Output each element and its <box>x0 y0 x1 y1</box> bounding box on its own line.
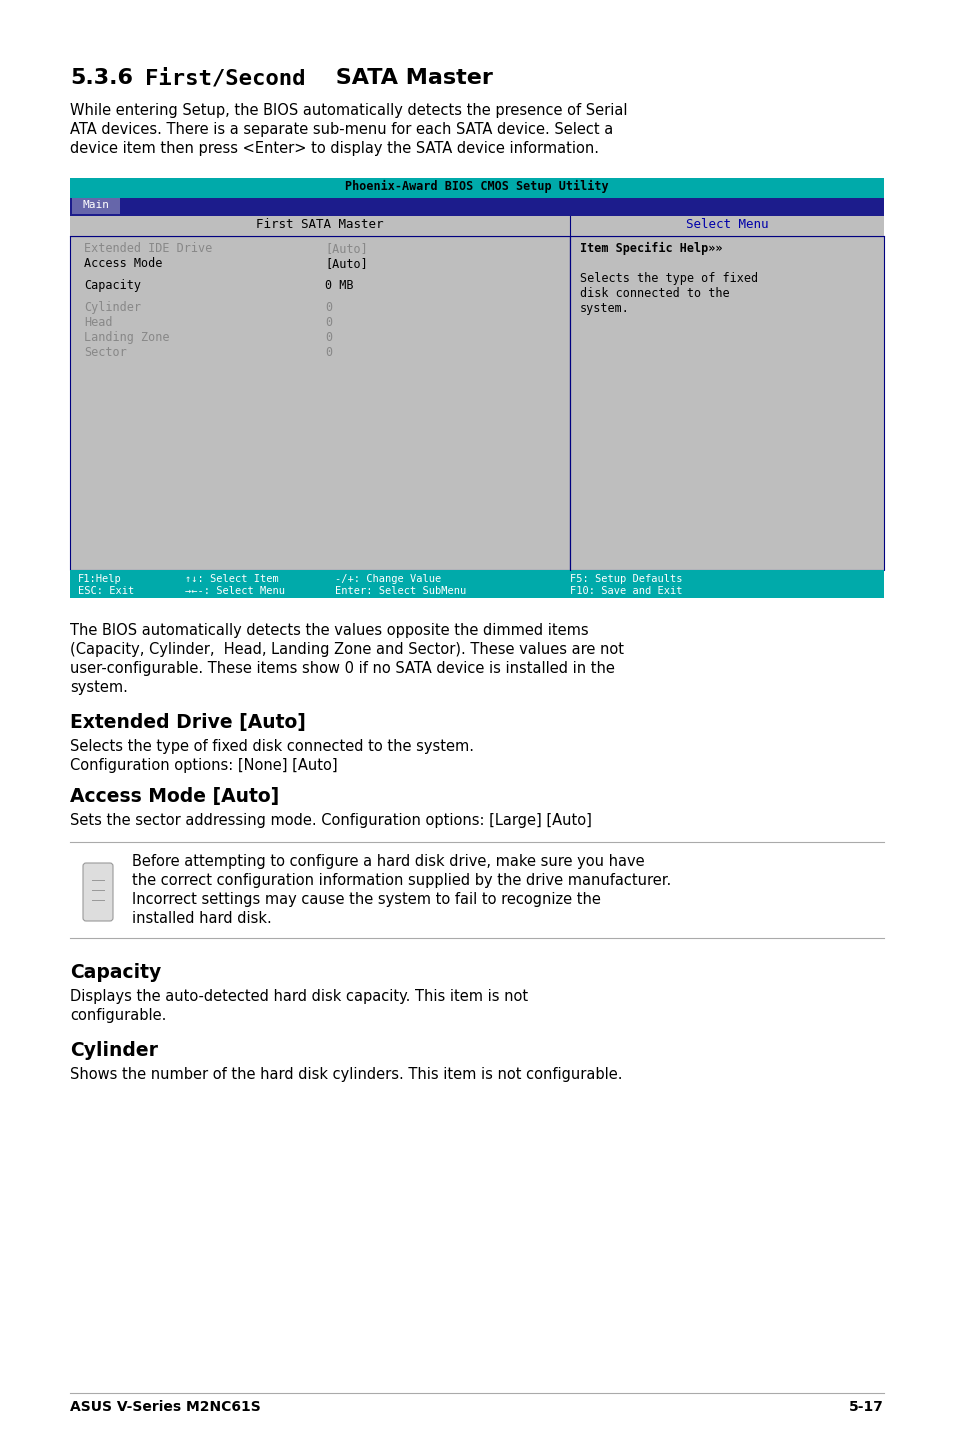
Text: Sector: Sector <box>84 347 127 360</box>
Text: Access Mode [Auto]: Access Mode [Auto] <box>70 787 279 807</box>
Text: ↑↓: Select Item: ↑↓: Select Item <box>185 574 278 584</box>
Text: Cylinder: Cylinder <box>84 301 141 313</box>
Text: Enter: Select SubMenu: Enter: Select SubMenu <box>335 587 466 595</box>
Bar <box>70 178 883 198</box>
Text: Selects the type of fixed: Selects the type of fixed <box>579 272 758 285</box>
Text: Before attempting to configure a hard disk drive, make sure you have: Before attempting to configure a hard di… <box>132 854 644 869</box>
Text: While entering Setup, the BIOS automatically detects the presence of Serial: While entering Setup, the BIOS automatic… <box>70 104 627 118</box>
Text: (Capacity, Cylinder,  Head, Landing Zone and Sector). These values are not: (Capacity, Cylinder, Head, Landing Zone … <box>70 641 623 657</box>
Text: installed hard disk.: installed hard disk. <box>132 912 272 926</box>
Text: Phoenix-Award BIOS CMOS Setup Utility: Phoenix-Award BIOS CMOS Setup Utility <box>345 180 608 193</box>
Text: Head: Head <box>84 316 112 329</box>
Text: 0: 0 <box>325 347 332 360</box>
Bar <box>70 216 883 236</box>
Text: →←-: Select Menu: →←-: Select Menu <box>185 587 285 595</box>
Text: -/+: Change Value: -/+: Change Value <box>335 574 441 584</box>
Text: Extended IDE Drive: Extended IDE Drive <box>84 242 212 255</box>
Text: 5.3.6: 5.3.6 <box>70 68 132 88</box>
Text: Cylinder: Cylinder <box>70 1041 158 1060</box>
Text: 0: 0 <box>325 316 332 329</box>
FancyBboxPatch shape <box>83 863 112 920</box>
Text: Capacity: Capacity <box>70 963 161 982</box>
Text: [Auto]: [Auto] <box>325 242 367 255</box>
Text: F10: Save and Exit: F10: Save and Exit <box>569 587 681 595</box>
Text: Capacity: Capacity <box>84 279 141 292</box>
Text: 0 MB: 0 MB <box>325 279 354 292</box>
Text: First SATA Master: First SATA Master <box>256 219 383 232</box>
Text: Shows the number of the hard disk cylinders. This item is not configurable.: Shows the number of the hard disk cylind… <box>70 1067 622 1081</box>
Text: the correct configuration information supplied by the drive manufacturer.: the correct configuration information su… <box>132 873 671 889</box>
Text: ATA devices. There is a separate sub-menu for each SATA device. Select a: ATA devices. There is a separate sub-men… <box>70 122 613 137</box>
Text: 0: 0 <box>325 301 332 313</box>
Text: 5-17: 5-17 <box>848 1401 883 1414</box>
Text: ESC: Exit: ESC: Exit <box>78 587 134 595</box>
Text: Item Specific Help»»: Item Specific Help»» <box>579 242 721 255</box>
Text: 0: 0 <box>325 331 332 344</box>
Text: Displays the auto-detected hard disk capacity. This item is not: Displays the auto-detected hard disk cap… <box>70 989 528 1004</box>
Text: Selects the type of fixed disk connected to the system.: Selects the type of fixed disk connected… <box>70 739 474 754</box>
Text: system.: system. <box>579 302 629 315</box>
Text: ASUS V-Series M2NC61S: ASUS V-Series M2NC61S <box>70 1401 260 1414</box>
Text: Access Mode: Access Mode <box>84 257 162 270</box>
Bar <box>70 198 883 216</box>
Text: The BIOS automatically detects the values opposite the dimmed items: The BIOS automatically detects the value… <box>70 623 588 638</box>
Bar <box>70 569 883 598</box>
Text: disk connected to the: disk connected to the <box>579 288 729 301</box>
Text: Incorrect settings may cause the system to fail to recognize the: Incorrect settings may cause the system … <box>132 892 600 907</box>
Text: SATA Master: SATA Master <box>328 68 493 88</box>
Text: Configuration options: [None] [Auto]: Configuration options: [None] [Auto] <box>70 758 337 774</box>
Text: configurable.: configurable. <box>70 1008 166 1022</box>
Text: [Auto]: [Auto] <box>325 257 367 270</box>
Bar <box>569 236 883 569</box>
Bar <box>70 236 569 569</box>
Text: F5: Setup Defaults: F5: Setup Defaults <box>569 574 681 584</box>
Text: system.: system. <box>70 680 128 695</box>
Text: user-configurable. These items show 0 if no SATA device is installed in the: user-configurable. These items show 0 if… <box>70 661 615 676</box>
Text: Main: Main <box>82 200 110 210</box>
Text: First/Second: First/Second <box>145 68 305 88</box>
Bar <box>71 198 120 214</box>
Text: Landing Zone: Landing Zone <box>84 331 170 344</box>
Text: device item then press <Enter> to display the SATA device information.: device item then press <Enter> to displa… <box>70 141 598 155</box>
Text: F1:Help: F1:Help <box>78 574 122 584</box>
Text: Sets the sector addressing mode. Configuration options: [Large] [Auto]: Sets the sector addressing mode. Configu… <box>70 812 591 828</box>
Text: Extended Drive [Auto]: Extended Drive [Auto] <box>70 713 306 732</box>
Text: Select Menu: Select Menu <box>685 219 767 232</box>
